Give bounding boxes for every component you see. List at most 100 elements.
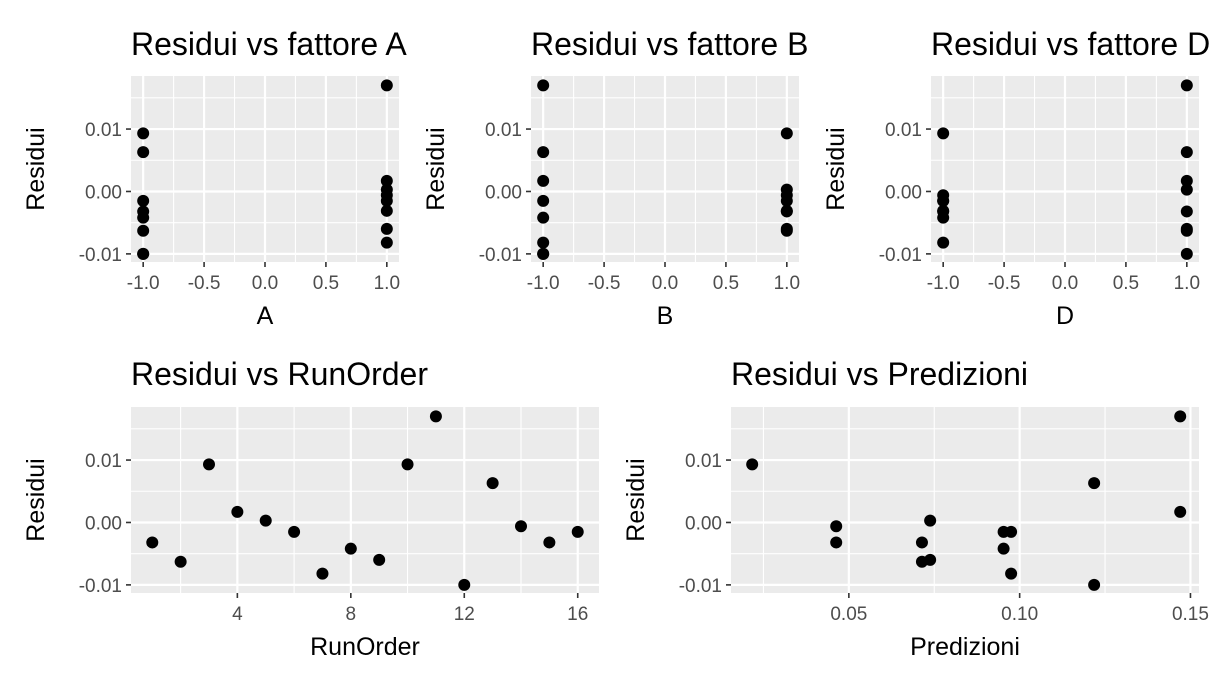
y-tick-label: 0.00 [485, 182, 522, 203]
x-tick-label: 1.0 [774, 273, 800, 294]
data-point [1174, 410, 1187, 423]
data-point [380, 204, 393, 217]
x-tick-label: 0.0 [652, 273, 678, 294]
x-axis-label: Predizioni [910, 633, 1020, 661]
data-point [1088, 477, 1101, 490]
data-point [780, 194, 793, 207]
data-point [1180, 174, 1193, 187]
x-tick-label: 0.5 [1113, 273, 1139, 294]
x-axis-label: B [657, 302, 674, 330]
x-tick-label: 0.5 [313, 273, 339, 294]
x-tick-label: 1.0 [374, 273, 400, 294]
y-tick-label: -0.01 [679, 576, 722, 597]
data-point [830, 520, 843, 533]
x-tick-label: -0.5 [988, 273, 1021, 294]
data-point [780, 224, 793, 237]
x-tick-label: -1.0 [927, 273, 960, 294]
y-tick-label: 0.01 [485, 120, 522, 141]
y-tick-label: 0.01 [85, 451, 122, 472]
data-point [543, 536, 556, 549]
data-point [1005, 525, 1018, 538]
data-point [373, 553, 386, 566]
data-point [137, 247, 150, 260]
x-tick-label: 0.05 [830, 604, 867, 625]
x-axis-label: D [1056, 302, 1074, 330]
x-tick-label: -1.0 [527, 273, 560, 294]
data-point [137, 127, 150, 140]
y-tick-label: 0.00 [85, 513, 122, 534]
data-point [380, 79, 393, 92]
y-tick-label: -0.01 [79, 576, 122, 597]
data-point [137, 211, 150, 224]
chart-panel-4: -0.01 0.00 0.01 4 8 12 16 Residui vs RunOrder Ru… [22, 356, 599, 661]
data-point [380, 174, 393, 187]
data-point [1180, 79, 1193, 92]
data-point [937, 205, 950, 218]
data-point [380, 236, 393, 249]
y-tick-label: 0.00 [885, 182, 922, 203]
y-tick-label: 0.00 [685, 513, 722, 534]
y-axis-label: Residui [822, 127, 850, 210]
x-tick-label: -1.0 [127, 273, 160, 294]
data-point [515, 520, 527, 533]
y-tick-label: -0.01 [479, 245, 522, 266]
y-tick-label: 0.01 [885, 120, 922, 141]
chart-panel-3: -0.01 0.00 0.01 -1.0 -0.5 0.0 0.5 1.0 Residui vs… [822, 26, 1210, 330]
data-point [1180, 205, 1193, 218]
data-point [137, 146, 150, 159]
chart-title: Residui vs RunOrder [131, 356, 428, 392]
x-tick-label: 0.0 [1052, 273, 1078, 294]
data-point [203, 458, 215, 471]
panel-background [731, 407, 1199, 593]
x-tick-label: 0.15 [1172, 604, 1209, 625]
data-point [344, 542, 357, 555]
chart-title: Residui vs fattore D [931, 26, 1210, 62]
y-tick-label: 0.01 [85, 120, 122, 141]
data-point [1180, 247, 1193, 260]
data-point [1180, 183, 1193, 196]
data-point [486, 477, 499, 490]
data-point [380, 194, 393, 207]
x-tick-label: 0.0 [252, 273, 278, 294]
data-point [380, 222, 393, 235]
data-point [1005, 567, 1018, 580]
x-tick-label: 1.0 [1174, 273, 1200, 294]
data-point [537, 174, 550, 187]
data-point [537, 79, 550, 92]
y-tick-label: 0.01 [685, 451, 722, 472]
data-point [937, 127, 950, 140]
data-point [830, 536, 843, 549]
chart-title: Residui vs Predizioni [731, 356, 1028, 392]
data-point [924, 514, 937, 527]
data-point [937, 236, 950, 249]
x-axis-label: A [257, 302, 274, 330]
data-point [137, 194, 150, 207]
chart-panel-5: -0.01 0.00 0.01 0.05 0.10 0.15 Residui vs Pred… [622, 356, 1209, 661]
data-point [537, 211, 550, 224]
data-point [174, 555, 187, 568]
chart-panel-2: -0.01 0.00 0.01 -1.0 -0.5 0.0 0.5 1.0 Residui vs… [422, 26, 808, 330]
data-point [401, 458, 414, 471]
data-point [429, 410, 442, 423]
data-point [937, 194, 950, 207]
y-axis-label: Residui [422, 127, 450, 210]
data-point [537, 194, 550, 207]
data-point [746, 458, 759, 471]
x-tick-label: 16 [567, 604, 588, 625]
x-tick-label: 8 [346, 604, 357, 625]
x-tick-label: -0.5 [588, 273, 621, 294]
panel-background [131, 407, 599, 593]
data-point [231, 505, 244, 518]
data-point [458, 578, 471, 591]
data-point [780, 205, 793, 218]
chart-title: Residui vs fattore A [131, 26, 407, 62]
data-point [146, 536, 159, 549]
data-point [537, 236, 550, 249]
data-point [537, 146, 550, 159]
x-axis-label: RunOrder [310, 633, 420, 661]
data-point [915, 536, 928, 549]
y-tick-label: 0.00 [85, 182, 122, 203]
x-tick-label: 0.10 [1001, 604, 1038, 625]
y-tick-label: -0.01 [79, 245, 122, 266]
